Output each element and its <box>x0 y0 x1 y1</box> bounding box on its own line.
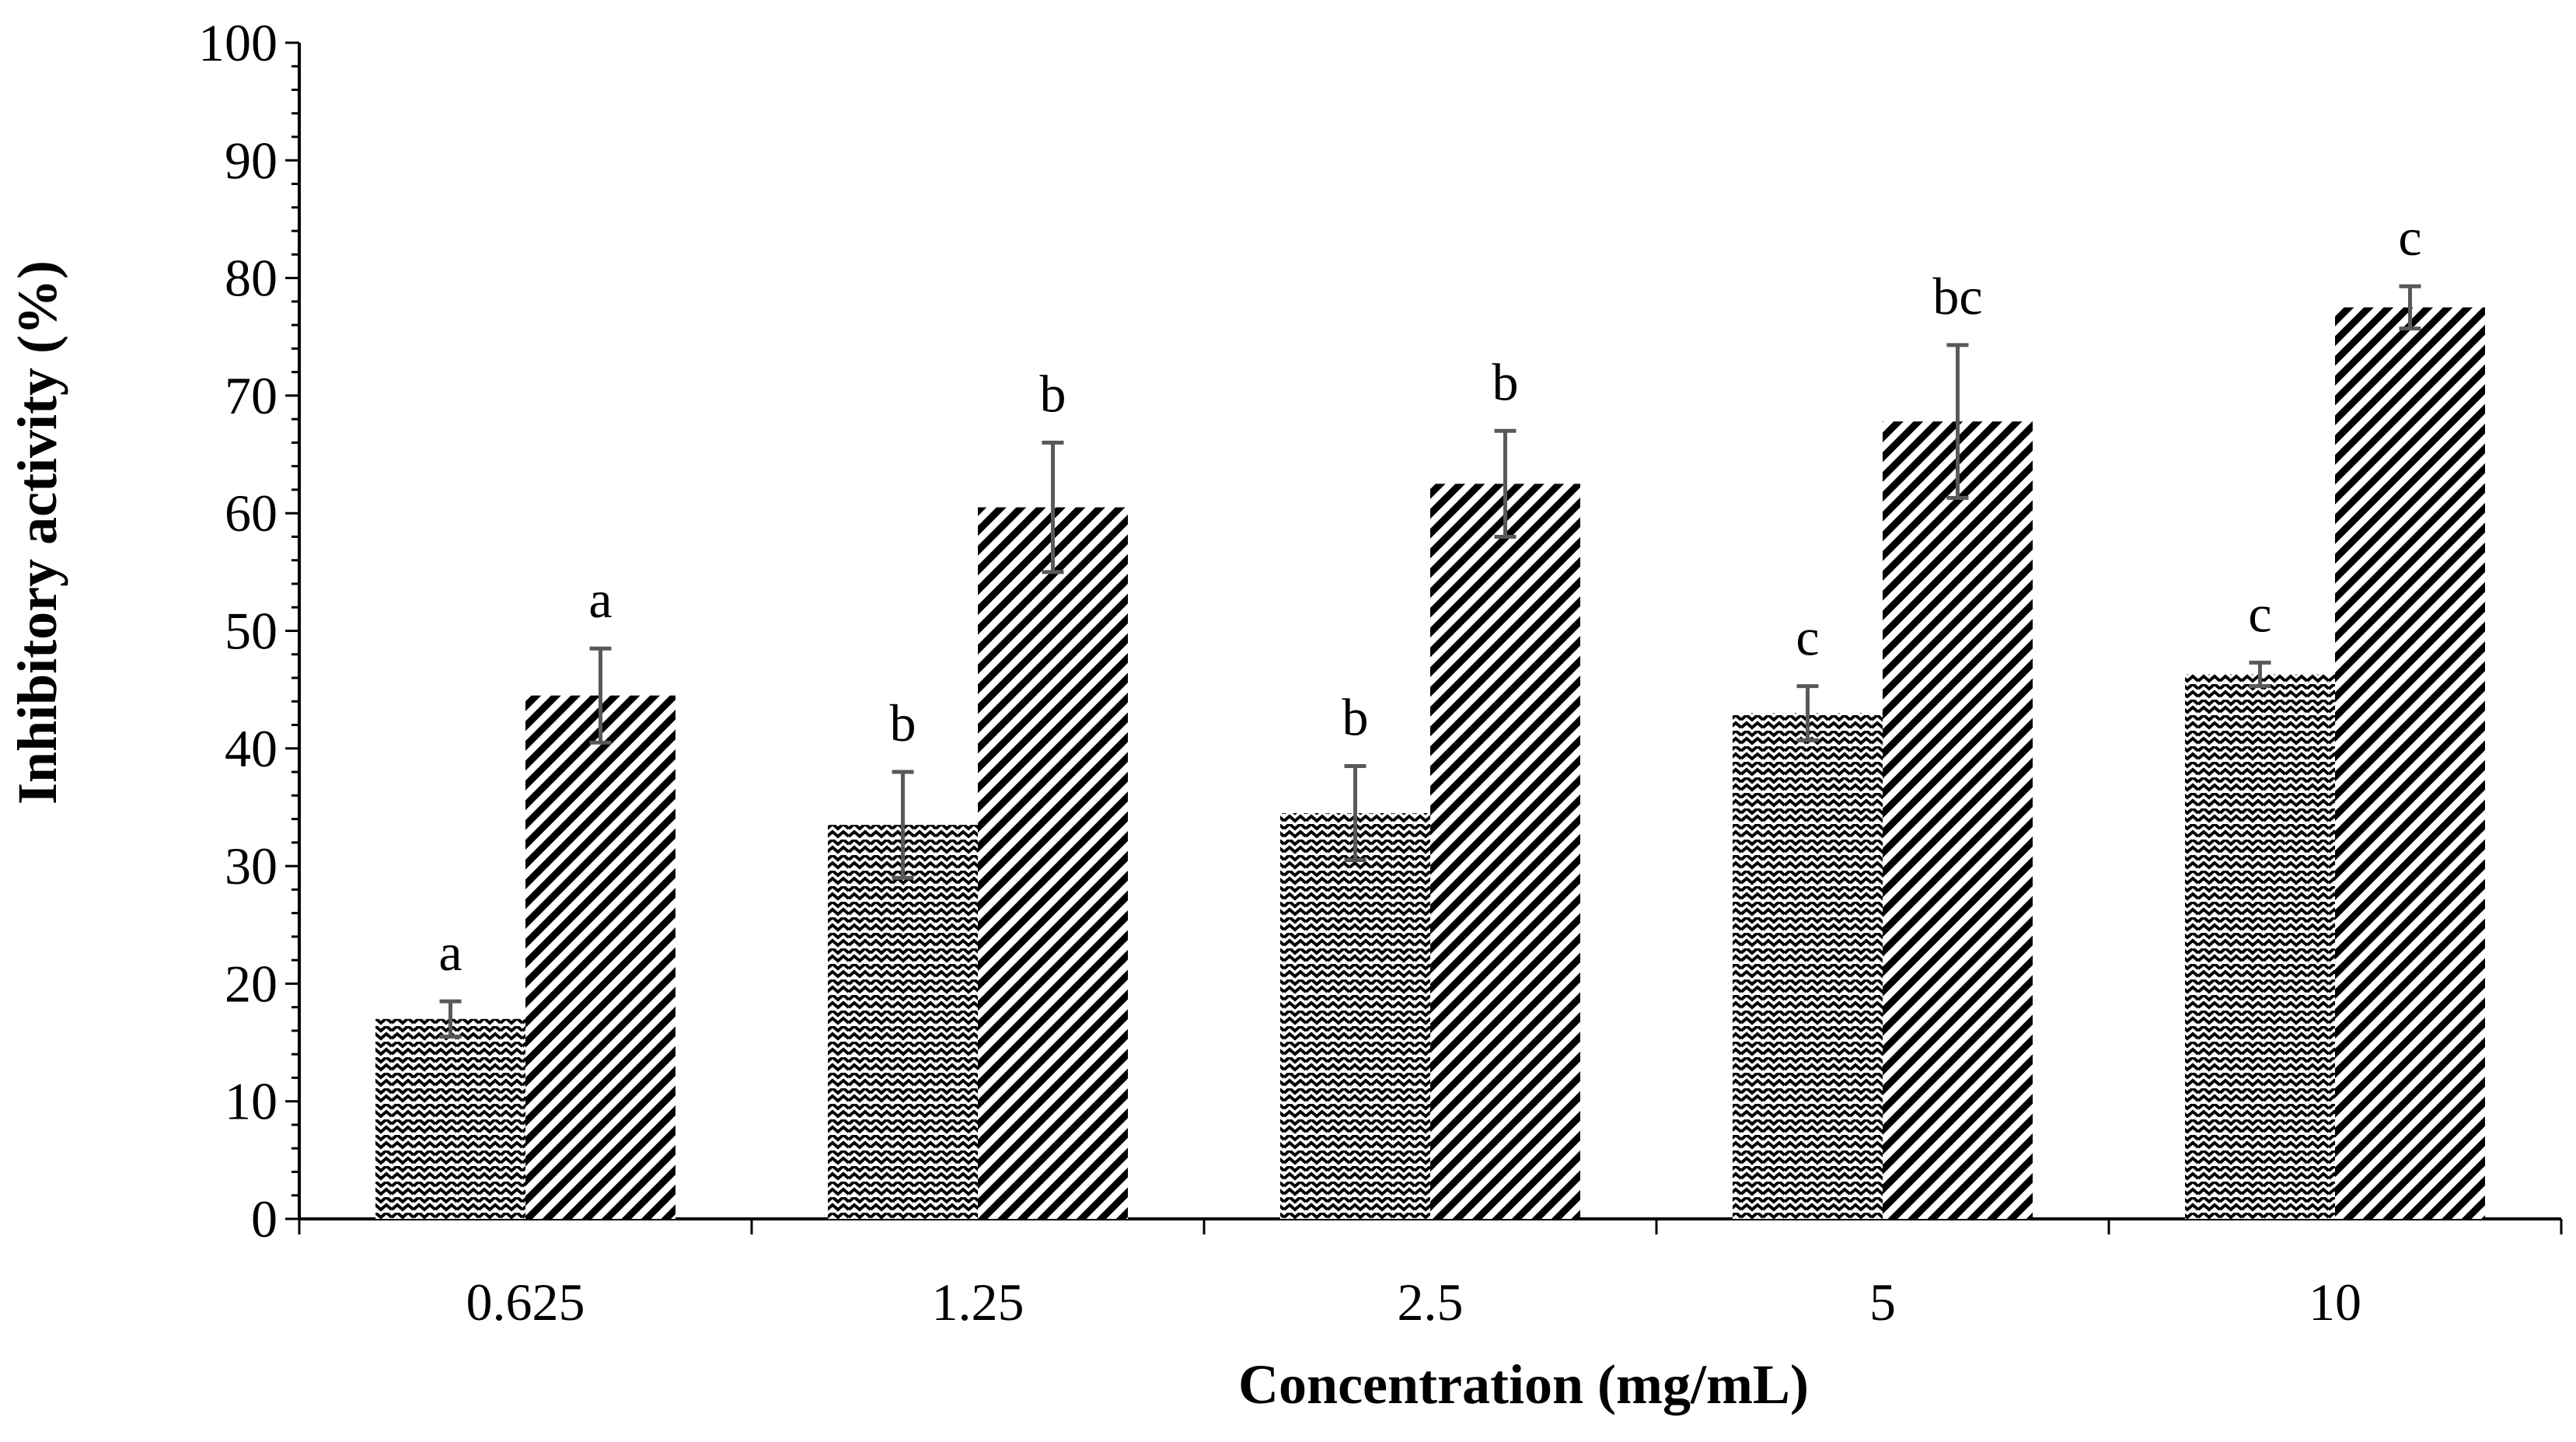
bar-series-2-1.25 <box>978 507 1128 1219</box>
y-tick-label: 80 <box>225 249 277 308</box>
significance-label: a <box>438 923 462 982</box>
bar-series-1-1.25 <box>828 825 978 1219</box>
y-tick-label: 30 <box>225 836 277 896</box>
x-tick-label: 2.5 <box>1398 1273 1464 1332</box>
y-tick-label: 10 <box>225 1072 277 1131</box>
bar-series-1-0.625 <box>375 1018 525 1219</box>
significance-label: c <box>2398 208 2421 267</box>
bar-series-2-0.625 <box>525 695 675 1219</box>
bar-series-2-5 <box>1883 421 2033 1219</box>
y-axis: 0 10 20 30 40 50 60 70 80 90 100 <box>198 13 301 1248</box>
significance-label: c <box>2248 584 2271 643</box>
x-tick-label: 5 <box>1869 1273 1896 1332</box>
bar-series-2-10 <box>2335 307 2485 1219</box>
significance-label: b <box>1342 687 1369 746</box>
x-tick-label: 1.25 <box>932 1273 1024 1332</box>
y-tick-label: 100 <box>198 13 277 72</box>
y-tick-label: 40 <box>225 719 277 778</box>
y-tick-label: 60 <box>225 484 277 543</box>
significance-label: b <box>1040 364 1066 423</box>
significance-label: b <box>890 693 916 752</box>
x-tick-label: 10 <box>2309 1273 2361 1332</box>
bar-series-1-5 <box>1733 713 1883 1219</box>
y-tick-label: 50 <box>225 602 277 661</box>
y-tick-label: 70 <box>225 366 277 425</box>
significance-label: bc <box>1932 267 1982 326</box>
bar-series-1-10 <box>2185 674 2335 1219</box>
bar-series-2-2.5 <box>1430 484 1580 1219</box>
bars <box>375 307 2485 1219</box>
y-tick-label: 90 <box>225 131 277 190</box>
x-axis: 0.625 1.25 2.5 5 10 <box>298 1217 2563 1332</box>
x-axis-title: Concentration (mg/mL) <box>1238 1353 1809 1416</box>
y-tick-label: 0 <box>251 1189 277 1248</box>
significance-label: a <box>588 570 612 629</box>
significance-label: b <box>1492 352 1519 411</box>
x-tick-label: 0.625 <box>466 1273 585 1332</box>
y-tick-label: 20 <box>225 954 277 1013</box>
significance-label: c <box>1796 608 1819 667</box>
bar-series-1-2.5 <box>1280 813 1430 1219</box>
y-axis-title: Inhibitory activity (%) <box>6 260 68 805</box>
error-bars <box>439 284 2421 1039</box>
